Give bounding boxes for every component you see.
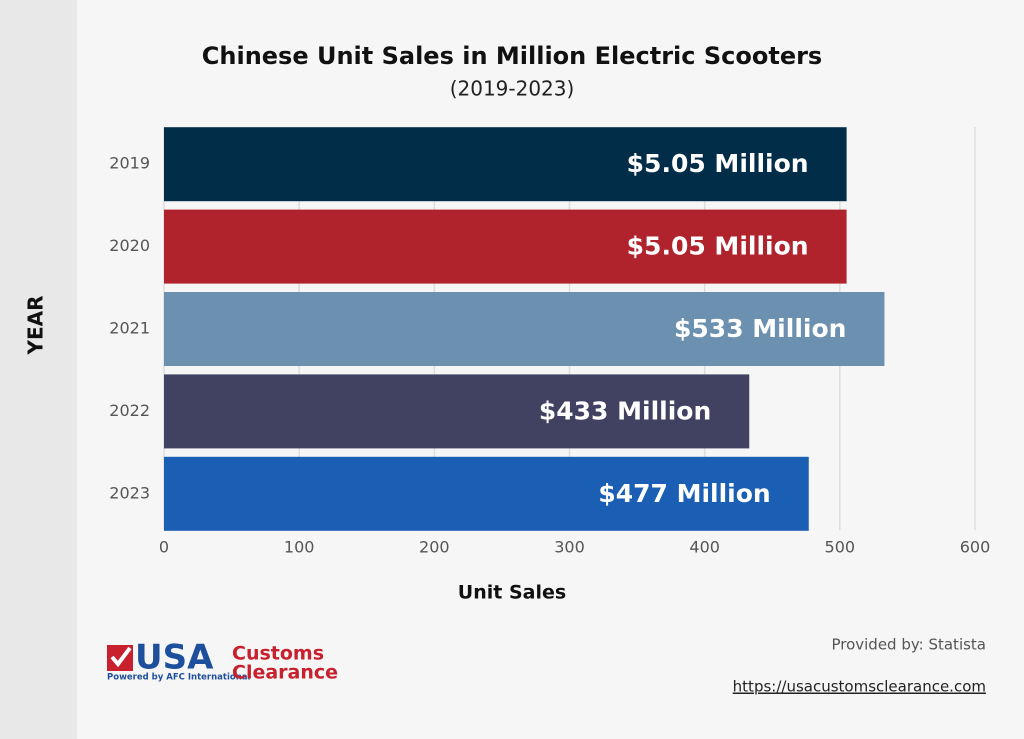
logo-sub: Powered by AFC International xyxy=(107,673,250,683)
logo-check xyxy=(110,646,132,668)
y-tick-label: 2019 xyxy=(109,154,150,173)
bar xyxy=(164,209,847,284)
x-axis-label: Unit Sales xyxy=(458,582,566,604)
y-tick-label: 2023 xyxy=(109,483,150,502)
logo-main: USA xyxy=(135,638,214,678)
x-tick-label: 100 xyxy=(284,538,315,557)
bar xyxy=(164,456,809,531)
logo-word: Customs xyxy=(232,643,324,665)
side-strip xyxy=(0,0,77,739)
x-tick-label: 300 xyxy=(554,538,585,557)
value-label: $433 Million xyxy=(539,396,711,425)
y-axis-label: YEAR xyxy=(24,295,48,355)
bar xyxy=(164,374,750,449)
x-tick-label: 600 xyxy=(960,538,991,557)
value-label: $477 Million xyxy=(598,479,770,508)
url[interactable]: https://usacustomsclearance.com xyxy=(733,678,986,696)
y-tick-label: 2022 xyxy=(109,401,150,420)
y-tick-label: 2020 xyxy=(109,236,150,255)
value-label: $5.05 Million xyxy=(627,232,809,261)
plot: 0 100 200 300 400 500 600 2019 $5.05 Million 2020… xyxy=(109,127,990,557)
logo-word: Clearance xyxy=(232,662,338,684)
x-tick-label: 400 xyxy=(689,538,720,557)
chart-title: Chinese Unit Sales in Million Electric S… xyxy=(202,42,822,70)
value-label: $5.05 Million xyxy=(627,149,809,178)
bar xyxy=(164,292,885,366)
x-tick-label: 0 xyxy=(159,538,169,557)
source: Provided by: Statista xyxy=(831,636,986,654)
value-label: $533 Million xyxy=(674,314,846,343)
x-tick-label: 500 xyxy=(825,538,856,557)
bar xyxy=(164,127,847,202)
y-tick-label: 2021 xyxy=(109,319,150,338)
x-tick-label: 200 xyxy=(419,538,450,557)
chart-subtitle: (2019-2023) xyxy=(450,77,575,101)
